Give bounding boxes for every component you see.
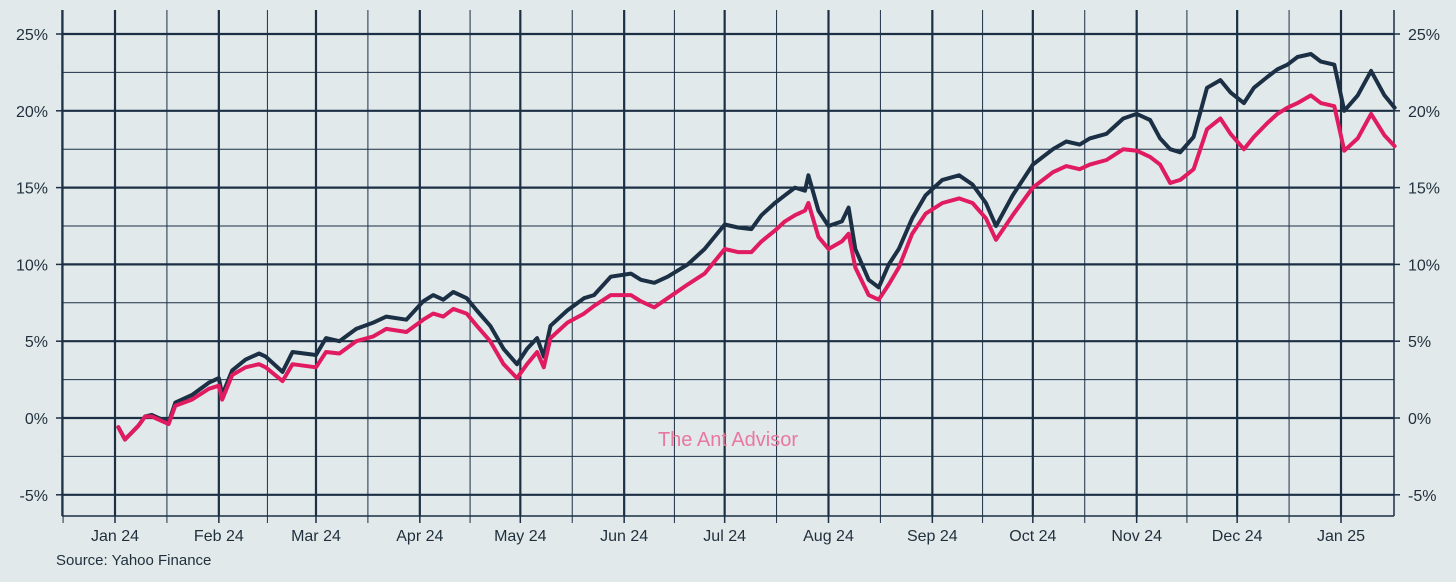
y-tick-label-right: 10% <box>1408 257 1440 274</box>
y-tick-label-right: 5% <box>1408 334 1431 351</box>
x-tick-label: Nov 24 <box>1111 528 1162 545</box>
y-tick-label-right: 0% <box>1408 411 1431 428</box>
y-tick-label-right: -5% <box>1408 488 1436 505</box>
axis-frame <box>56 10 1400 523</box>
series-layer <box>116 52 1397 442</box>
major-gridlines <box>62 10 1394 516</box>
x-tick-label: Dec 24 <box>1212 528 1263 545</box>
series-line-1 <box>116 52 1397 442</box>
y-tick-label-left: 20% <box>16 104 48 121</box>
y-tick-label-right: 15% <box>1408 181 1440 198</box>
x-axis-labels: Jan 24 Feb 24 Mar 24 Apr 24 May 24 Jun 24 Jul … <box>91 528 1365 545</box>
x-tick-label: Jul 24 <box>703 528 746 545</box>
y-axis-labels-left: -5% 0% 5% 10% 15% 20% 25% <box>16 27 48 505</box>
x-tick-label: Jun 24 <box>600 528 648 545</box>
x-tick-label: Oct 24 <box>1009 528 1056 545</box>
y-tick-label-right: 25% <box>1408 27 1440 44</box>
x-tick-label: Sep 24 <box>907 528 958 545</box>
y-tick-label-right: 20% <box>1408 104 1440 121</box>
y-tick-label-left: -5% <box>20 488 48 505</box>
x-tick-label: Aug 24 <box>803 528 854 545</box>
x-tick-label: Jan 25 <box>1317 528 1365 545</box>
x-tick-label: Mar 24 <box>291 528 341 545</box>
x-tick-label: Jan 24 <box>91 528 139 545</box>
y-tick-label-left: 10% <box>16 257 48 274</box>
x-tick-label: Apr 24 <box>396 528 443 545</box>
y-tick-label-left: 0% <box>25 411 48 428</box>
watermark: The Ant Advisor <box>658 429 798 451</box>
source-note: Source: Yahoo Finance <box>56 552 212 569</box>
y-tick-label-left: 25% <box>16 27 48 44</box>
x-tick-label: May 24 <box>494 528 547 545</box>
y-axis-labels-right: -5% 0% 5% 10% 15% 20% 25% <box>1408 27 1440 505</box>
y-tick-label-left: 5% <box>25 334 48 351</box>
series-line-2 <box>116 93 1397 442</box>
y-tick-label-left: 15% <box>16 181 48 198</box>
x-tick-label: Feb 24 <box>194 528 244 545</box>
